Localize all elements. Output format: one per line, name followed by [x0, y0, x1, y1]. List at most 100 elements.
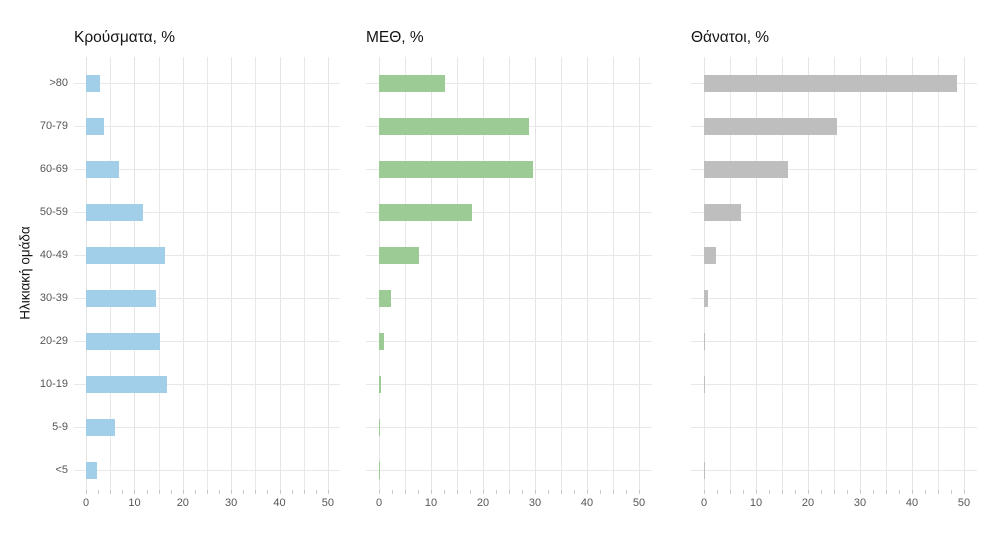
- x-axis-tick: [457, 490, 458, 494]
- panel-title-deaths: Θάνατοι, %: [691, 29, 770, 46]
- bar-70-79: [86, 117, 104, 135]
- bar-10-19: [704, 375, 706, 393]
- gridline-horizontal: [74, 298, 340, 299]
- age-group-label: 60-69: [39, 163, 68, 175]
- bar-5-9: [379, 418, 380, 436]
- gridline-vertical: [457, 57, 458, 490]
- gridline-horizontal: [74, 169, 340, 170]
- x-axis-tick: [182, 490, 184, 494]
- x-axis-tick: [110, 490, 112, 494]
- gridline-vertical: [231, 57, 233, 490]
- gridline-vertical: [327, 57, 329, 490]
- x-axis-tick-label: 30: [528, 497, 542, 509]
- gridline-vertical: [207, 57, 208, 490]
- gridline-vertical: [587, 57, 588, 490]
- gridline-vertical: [279, 57, 281, 490]
- x-axis-tick: [86, 490, 88, 494]
- gridline-horizontal: [691, 298, 977, 299]
- age-group-label: 10-19: [39, 378, 68, 390]
- bar-10-19: [379, 375, 381, 393]
- gridline-vertical: [938, 57, 939, 490]
- gridline-vertical: [509, 57, 510, 490]
- bar-20-29: [86, 332, 161, 350]
- x-axis-tick: [431, 490, 432, 494]
- x-axis-tick: [834, 490, 835, 494]
- age-group-label: 50-59: [39, 206, 68, 218]
- gridline-horizontal: [74, 384, 340, 385]
- gridline-vertical: [431, 57, 432, 490]
- bar-30-39: [704, 289, 709, 307]
- gridline-vertical: [303, 57, 305, 490]
- gridline-horizontal: [366, 427, 652, 428]
- x-axis-tick: [912, 490, 913, 494]
- x-axis-tick: [303, 490, 305, 494]
- x-axis-tick: [98, 490, 100, 494]
- x-axis-tick: [561, 490, 562, 494]
- gridline-vertical: [860, 57, 861, 490]
- age-group-label: 70-79: [39, 120, 68, 132]
- bar-<5: [379, 461, 381, 479]
- bar->80: [86, 74, 100, 92]
- x-axis-tick-label: 30: [225, 497, 238, 509]
- age-group-label: 30-39: [39, 292, 68, 304]
- bar-<5: [704, 461, 706, 479]
- gridline-vertical: [182, 57, 184, 490]
- bar-60-69: [379, 160, 534, 178]
- x-axis-tick: [134, 490, 136, 494]
- gridline-horizontal: [691, 384, 977, 385]
- gridline-horizontal: [366, 212, 652, 213]
- gridline-vertical: [964, 57, 965, 490]
- x-axis-tick: [207, 490, 208, 494]
- bar-70-79: [704, 117, 838, 135]
- x-axis-tick: [873, 490, 874, 494]
- x-axis-tick: [158, 490, 160, 494]
- gridline-vertical: [704, 57, 705, 490]
- gridline-horizontal: [691, 341, 977, 342]
- x-axis-tick: [509, 490, 510, 494]
- gridline-vertical: [808, 57, 809, 490]
- x-axis-tick: [951, 490, 952, 494]
- gridline-vertical: [483, 57, 484, 490]
- gridline-vertical: [134, 57, 136, 490]
- x-axis-tick-label: 50: [632, 497, 646, 509]
- bar-70-79: [379, 117, 530, 135]
- x-axis-tick: [219, 490, 221, 494]
- bar-50-59: [86, 203, 144, 221]
- plot-area-cases: [74, 57, 340, 490]
- bar-40-49: [379, 246, 419, 264]
- x-axis-tick-label: 50: [321, 497, 335, 509]
- gridline-horizontal: [691, 427, 977, 428]
- age-group-label: >80: [49, 77, 68, 89]
- bar-60-69: [704, 160, 788, 178]
- gridline-vertical: [782, 57, 783, 490]
- x-axis-tick: [291, 490, 293, 494]
- gridline-horizontal: [366, 384, 652, 385]
- x-axis-tick: [146, 490, 148, 494]
- gridline-horizontal: [74, 470, 340, 471]
- gridline-horizontal: [74, 212, 340, 213]
- gridline-horizontal: [74, 83, 340, 84]
- x-axis-tick: [639, 490, 640, 494]
- x-axis-tick: [704, 490, 705, 494]
- gridline-horizontal: [74, 255, 340, 256]
- bar->80: [379, 74, 445, 92]
- gridline-vertical: [379, 57, 380, 490]
- bar-5-9: [86, 418, 116, 436]
- x-axis-tick: [600, 490, 601, 494]
- gridline-horizontal: [691, 169, 977, 170]
- x-axis-tick: [267, 490, 269, 494]
- x-axis-tick: [255, 490, 257, 494]
- gridline-horizontal: [74, 126, 340, 127]
- gridline-vertical: [730, 57, 731, 490]
- age-group-label: 40-49: [39, 249, 68, 261]
- bar-40-49: [704, 246, 717, 264]
- age-group-label: 20-29: [39, 335, 68, 347]
- gridline-horizontal: [366, 470, 652, 471]
- x-axis-tick: [548, 490, 549, 494]
- gridline-vertical: [86, 57, 88, 490]
- bar-50-59: [704, 203, 742, 221]
- gridline-horizontal: [366, 255, 652, 256]
- x-axis-tick: [392, 490, 393, 494]
- x-axis-tick-label: 0: [700, 497, 708, 509]
